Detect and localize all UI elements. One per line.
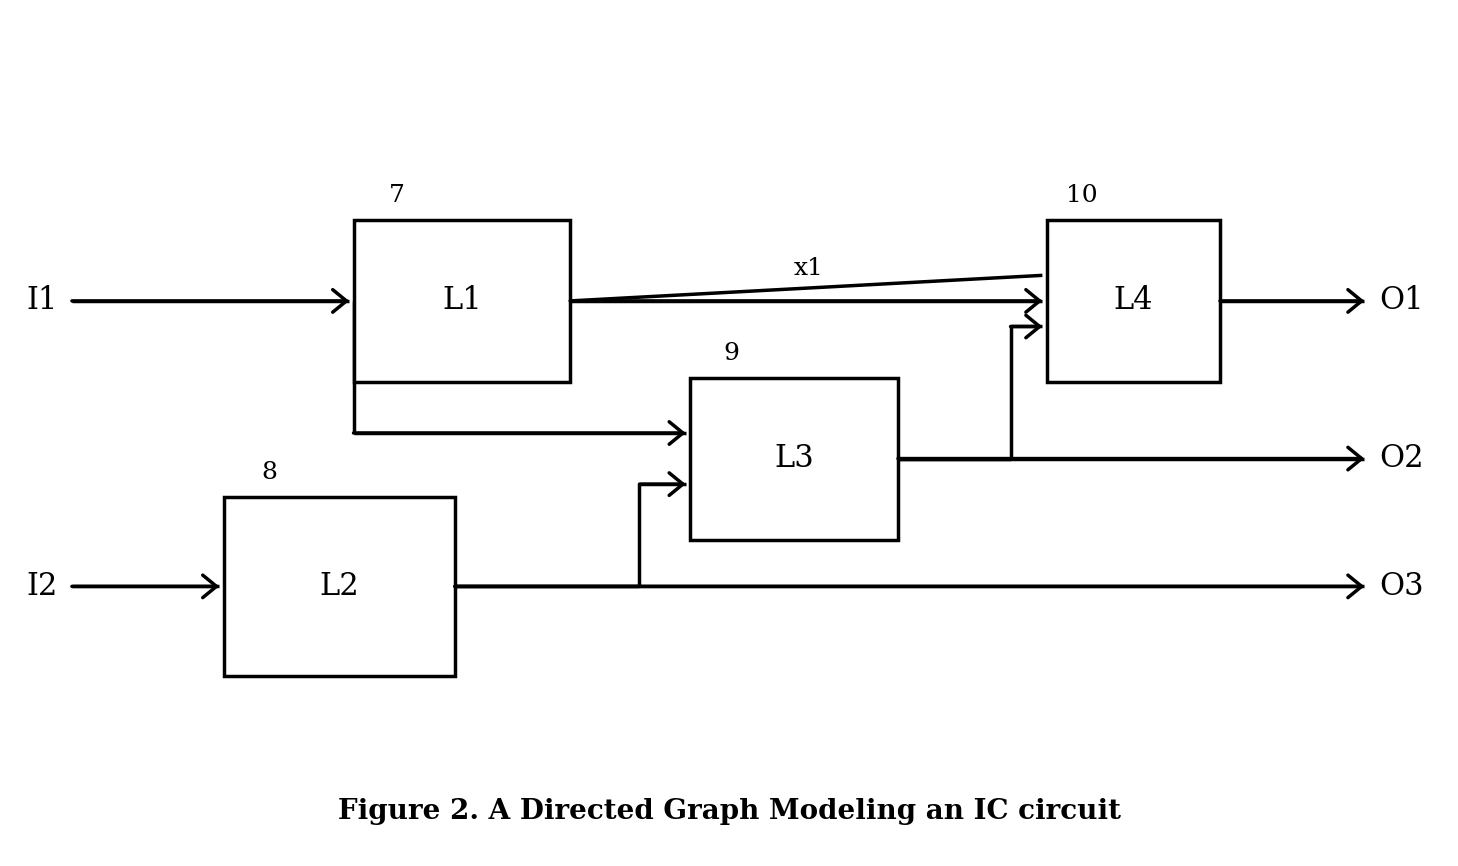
Bar <box>353 220 570 382</box>
Text: 8: 8 <box>262 461 277 484</box>
Text: 7: 7 <box>389 184 405 207</box>
Text: O1: O1 <box>1379 286 1423 316</box>
Text: I1: I1 <box>26 286 57 316</box>
Text: I2: I2 <box>26 571 57 602</box>
Text: L4: L4 <box>1114 286 1153 316</box>
Text: L2: L2 <box>319 571 359 602</box>
Text: O3: O3 <box>1379 571 1423 602</box>
Text: x1: x1 <box>793 256 824 280</box>
Text: L1: L1 <box>442 286 481 316</box>
Text: O2: O2 <box>1379 443 1423 474</box>
Text: 9: 9 <box>723 342 739 365</box>
Bar <box>223 497 455 675</box>
Bar <box>690 378 898 540</box>
Bar <box>1047 220 1220 382</box>
Text: Figure 2. A Directed Graph Modeling an IC circuit: Figure 2. A Directed Graph Modeling an I… <box>337 798 1121 825</box>
Text: 10: 10 <box>1066 184 1098 207</box>
Text: L3: L3 <box>774 443 814 474</box>
